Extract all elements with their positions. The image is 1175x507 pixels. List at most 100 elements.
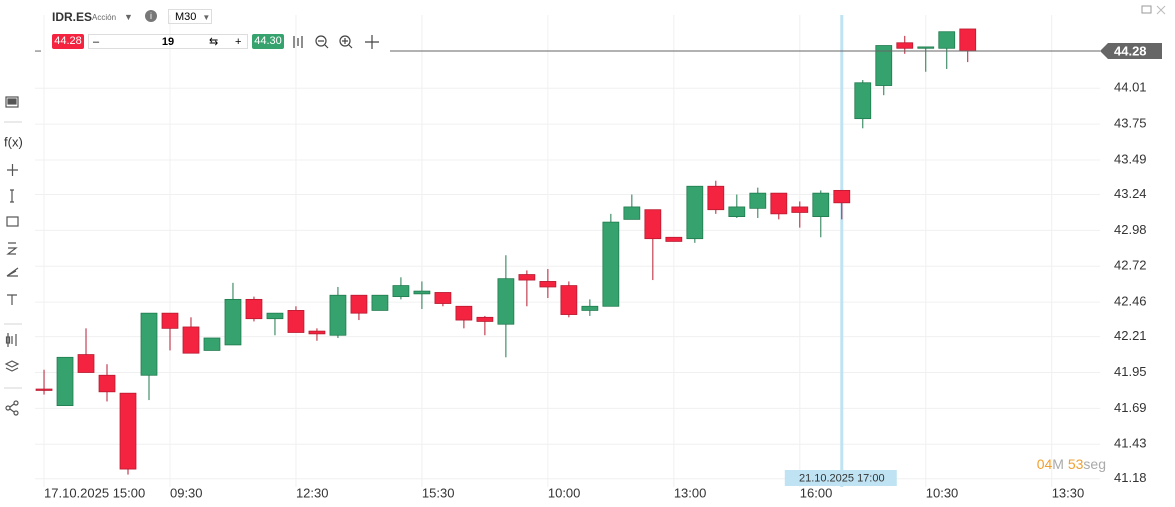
quantity-plus[interactable]: + <box>235 36 242 48</box>
icon-indicators[interactable] <box>7 333 17 347</box>
candle-body <box>959 28 977 52</box>
y-tick-label: 42.98 <box>1114 222 1147 237</box>
icon-share-a[interactable] <box>5 405 11 411</box>
candle-body <box>896 42 914 49</box>
candle-body <box>728 206 746 217</box>
candle-body <box>455 305 473 321</box>
candle-body <box>161 312 179 329</box>
candle-body <box>287 310 305 333</box>
candle-body <box>833 189 851 204</box>
icon-zoom-out[interactable] <box>315 35 327 47</box>
candle-body <box>140 312 158 376</box>
crosshair-label-box <box>784 470 897 486</box>
icon-move[interactable] <box>365 35 379 49</box>
candle-body <box>182 326 200 354</box>
icon-layers[interactable] <box>4 360 20 372</box>
icon-layout[interactable] <box>5 96 19 108</box>
sell-button[interactable]: 44.28 <box>52 34 84 49</box>
candle-body <box>665 236 683 242</box>
price-label: 44.28 <box>1114 43 1147 58</box>
candle-body <box>413 290 431 295</box>
icon-line[interactable] <box>10 189 14 203</box>
icon-rectangle[interactable] <box>6 216 19 227</box>
candle-body <box>560 285 578 315</box>
candle-body <box>329 294 347 336</box>
quantity-minus[interactable]: – <box>93 36 100 48</box>
candle-body <box>35 388 53 391</box>
window-close[interactable] <box>1156 5 1166 15</box>
candle-body <box>266 312 284 320</box>
x-tick-label: 16:00 <box>800 485 833 500</box>
x-tick-label: 10:00 <box>548 485 581 500</box>
timeframe-dropdown: ▼ <box>202 13 211 22</box>
icon-gann[interactable] <box>6 267 19 277</box>
candle-body <box>707 185 725 211</box>
timeframe[interactable]: M30 ▼ <box>168 9 212 24</box>
candle-body <box>497 278 515 325</box>
countdown-minutes: 04 <box>1037 456 1053 472</box>
buy-button[interactable]: 44.30 <box>252 34 284 49</box>
candle-body <box>98 374 116 393</box>
plot: 41.18 41.43 41.69 41.95 42.21 42.46 42.72 42.98… <box>35 15 1162 500</box>
left-toolbar <box>4 96 22 416</box>
candle-body <box>371 294 389 311</box>
x-tick-label: 13:30 <box>1052 485 1085 500</box>
candle-body <box>770 192 788 215</box>
y-tick-label: 43.24 <box>1114 186 1147 201</box>
x-tick-label: 12:30 <box>296 485 329 500</box>
quantity-swap[interactable]: ⇆ <box>209 36 219 48</box>
y-tick-label: 41.95 <box>1114 364 1147 379</box>
candle-body <box>203 337 221 351</box>
timeframe-label: M30 <box>175 11 197 23</box>
candle-body <box>308 330 326 335</box>
crosshair-label: 21.10.2025 17:00 <box>799 472 885 484</box>
icon-layout-fill <box>7 98 17 105</box>
y-tick-label: 42.72 <box>1114 258 1147 273</box>
icon-crosshair[interactable] <box>7 164 18 176</box>
x-tick-label: 10:30 <box>926 485 959 500</box>
countdown-seconds: 53 <box>1068 456 1084 472</box>
candle-body <box>539 281 557 288</box>
candle-body <box>749 192 767 209</box>
price-label-box <box>1100 43 1162 60</box>
window-minimize[interactable] <box>1141 5 1152 14</box>
x-tick-label: 09:30 <box>170 485 203 500</box>
candle-body <box>623 206 641 220</box>
countdown-minutes-unit: M <box>1052 456 1064 472</box>
candle-body <box>644 209 662 240</box>
asset-type: Acción <box>92 13 117 22</box>
candle-body <box>686 185 704 240</box>
y-tick-label: 43.49 <box>1114 151 1147 166</box>
candle-body <box>602 221 620 307</box>
y-tick-label: 42.21 <box>1114 328 1147 343</box>
candle-body <box>77 354 95 373</box>
y-tick-label: 44.01 <box>1114 80 1147 95</box>
icon-share-lines <box>9 403 15 413</box>
candle-body <box>224 298 242 346</box>
candle-body <box>581 305 599 311</box>
info-icon[interactable]: i <box>145 10 157 22</box>
icon-indicators-body <box>5 336 11 344</box>
candle-body <box>791 206 809 213</box>
candle-body <box>476 316 494 322</box>
icon-text[interactable] <box>7 294 17 305</box>
y-tick-label: 41.18 <box>1114 470 1147 485</box>
y-tick-label: 43.75 <box>1114 116 1147 131</box>
quantity-field[interactable]: – 19 ⇆ + <box>88 34 248 49</box>
icon-chart-type[interactable] <box>293 36 303 48</box>
candle-body <box>854 82 872 120</box>
quantity-value: 19 <box>161 36 175 48</box>
x-tick-label: 15:30 <box>422 485 455 500</box>
symbol[interactable]: IDR.ES <box>52 10 93 24</box>
candle-body <box>812 192 830 217</box>
fx-label[interactable]: f(x) <box>4 134 23 149</box>
toolbar-separator <box>4 121 22 389</box>
countdown-seconds-unit: seg <box>1083 456 1106 472</box>
icon-zoom-in[interactable] <box>339 35 351 47</box>
icon-fibonacci[interactable] <box>6 242 18 255</box>
icon-share-c <box>13 410 19 416</box>
icon-share-b <box>13 400 19 406</box>
symbol-dropdown[interactable]: ▼ <box>124 12 133 22</box>
